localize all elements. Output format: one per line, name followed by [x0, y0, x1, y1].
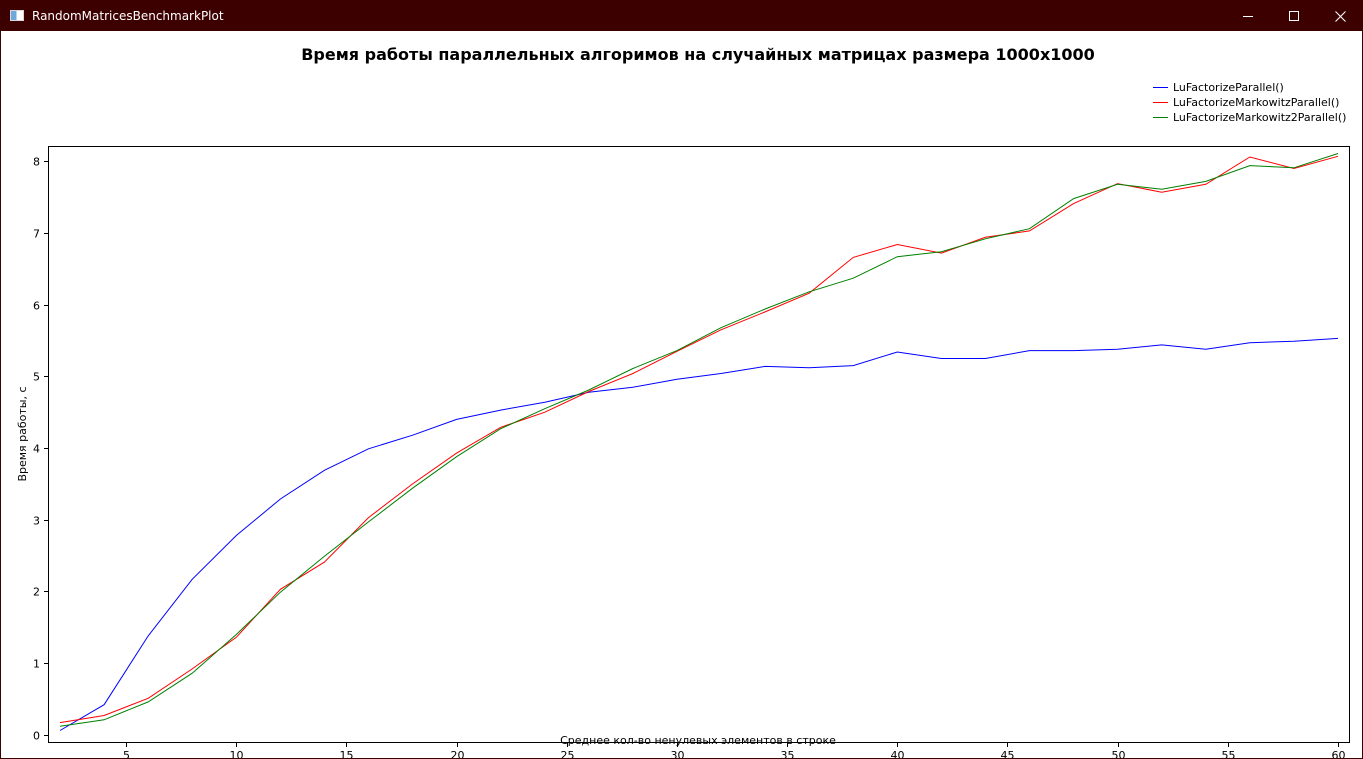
- chart-title: Время работы параллельных алгоримов на с…: [301, 45, 1095, 64]
- maximize-button[interactable]: [1271, 1, 1317, 31]
- series-lines: [59, 153, 1339, 731]
- legend: LuFactorizeParallel() LuFactorizeMarkowit…: [1153, 81, 1346, 124]
- y-tick-label: 0: [33, 730, 40, 743]
- plot-area-container: Время работы параллельных алгоримов на с…: [1, 31, 1362, 758]
- x-tick-label: 20: [451, 749, 465, 758]
- series-line-3: [59, 153, 1339, 727]
- x-tick-label: 10: [230, 749, 244, 758]
- minimize-icon: [1243, 16, 1253, 17]
- x-axis: 5 10 15 20 25 30 35 40 45 50 55 60: [123, 742, 1346, 758]
- y-tick-label: 3: [33, 515, 40, 528]
- title-bar[interactable]: RandomMatricesBenchmarkPlot: [1, 1, 1362, 31]
- plot-frame: [48, 146, 1350, 743]
- x-tick-label: 50: [1112, 749, 1126, 758]
- y-tick-label: 5: [33, 371, 40, 384]
- close-button[interactable]: [1317, 1, 1363, 31]
- x-tick-label: 45: [1001, 749, 1015, 758]
- maximize-icon: [1289, 11, 1299, 21]
- x-tick-label: 25: [561, 749, 575, 758]
- close-icon: [1334, 10, 1346, 22]
- line-chart: Время работы параллельных алгоримов на с…: [16, 45, 1350, 758]
- series-line-1: [59, 337, 1339, 731]
- window-title: RandomMatricesBenchmarkPlot: [32, 9, 224, 23]
- legend-entry: LuFactorizeMarkowitzParallel(): [1173, 96, 1339, 109]
- minimize-button[interactable]: [1225, 1, 1271, 31]
- legend-entry: LuFactorizeMarkowitz2Parallel(): [1173, 111, 1346, 124]
- x-tick-label: 35: [781, 749, 795, 758]
- y-tick-label: 1: [33, 658, 40, 671]
- y-tick-label: 4: [33, 443, 40, 456]
- x-tick-label: 30: [671, 749, 685, 758]
- x-tick-label: 15: [340, 749, 354, 758]
- app-window-icon: [10, 10, 24, 21]
- x-tick-label: 5: [123, 749, 130, 758]
- y-tick-label: 2: [33, 586, 40, 599]
- legend-entry: LuFactorizeParallel(): [1173, 81, 1284, 94]
- x-axis-label: Среднее кол-во ненулевых элементов в стр…: [560, 734, 836, 747]
- y-tick-label: 8: [33, 156, 40, 169]
- y-tick-label: 7: [33, 228, 40, 241]
- y-tick-label: 6: [33, 300, 40, 313]
- y-axis-label: Время работы, с: [16, 386, 29, 481]
- x-tick-label: 60: [1332, 749, 1346, 758]
- series-line-2: [59, 155, 1339, 724]
- x-tick-label: 40: [891, 749, 905, 758]
- y-axis: 0 1 2 3 4 5 6 7 8: [33, 156, 49, 743]
- x-tick-label: 55: [1222, 749, 1236, 758]
